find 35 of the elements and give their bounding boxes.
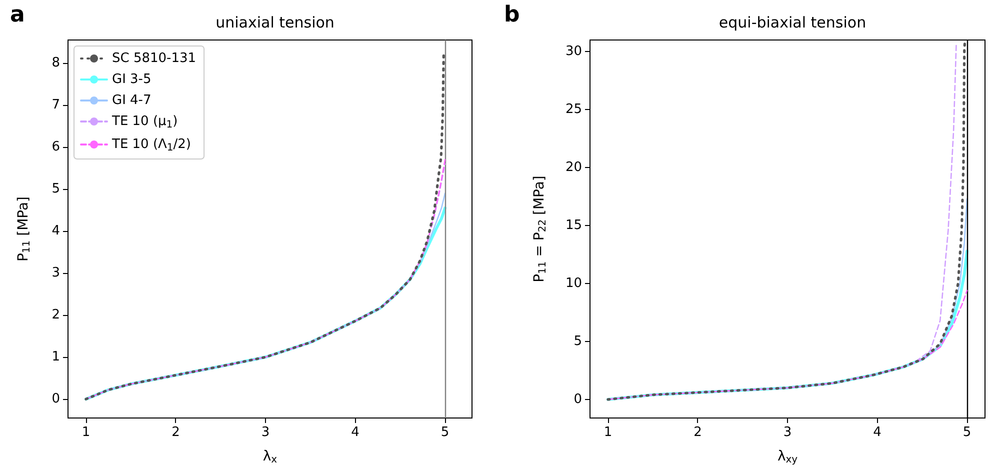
y-tick-label: 5: [52, 182, 60, 197]
y-tick-label: 3: [52, 266, 60, 281]
y-tick-label: 10: [565, 276, 582, 291]
y-tick-label: 30: [565, 44, 582, 60]
chart-title: equi-biaxial tension: [718, 14, 866, 32]
y-axis-title: P11 = P22 [MPa]: [532, 176, 548, 282]
text: b: [504, 2, 520, 28]
y-tick-label: 20: [565, 160, 582, 176]
y-tick-label: 4: [52, 224, 60, 239]
x-tick-label: 2: [694, 425, 702, 440]
legend-label: GI 3-5: [112, 72, 152, 87]
x-tick-label: 1: [604, 425, 612, 440]
y-tick-label: 2: [52, 308, 60, 323]
x-tick-label: 3: [261, 425, 270, 440]
x-tick-label: 5: [440, 425, 450, 440]
x-tick-label: 1: [82, 425, 90, 440]
y-tick-label: 6: [52, 140, 60, 155]
y-tick-label: 15: [565, 218, 582, 234]
text: a: [10, 2, 25, 28]
y-axis-title: P11 [MPa]: [16, 196, 32, 262]
y-tick-label: 7: [52, 98, 60, 113]
x-tick-label: 4: [873, 425, 882, 440]
chart-title: uniaxial tension: [216, 14, 334, 32]
y-tick-label: 5: [574, 334, 582, 349]
x-tick-label: 3: [783, 425, 792, 440]
y-tick-label: 8: [52, 56, 60, 71]
legend-label: SC 5810-131: [112, 51, 196, 66]
legend-label: GI 4-7: [112, 93, 152, 108]
y-tick-label: 0: [52, 392, 60, 407]
y-tick-label: 0: [574, 392, 582, 407]
x-tick-label: 4: [351, 425, 360, 440]
x-tick-label: 5: [962, 425, 972, 440]
y-tick-label: 1: [52, 350, 60, 365]
x-tick-label: 2: [172, 425, 180, 440]
y-tick-label: 25: [565, 102, 582, 118]
